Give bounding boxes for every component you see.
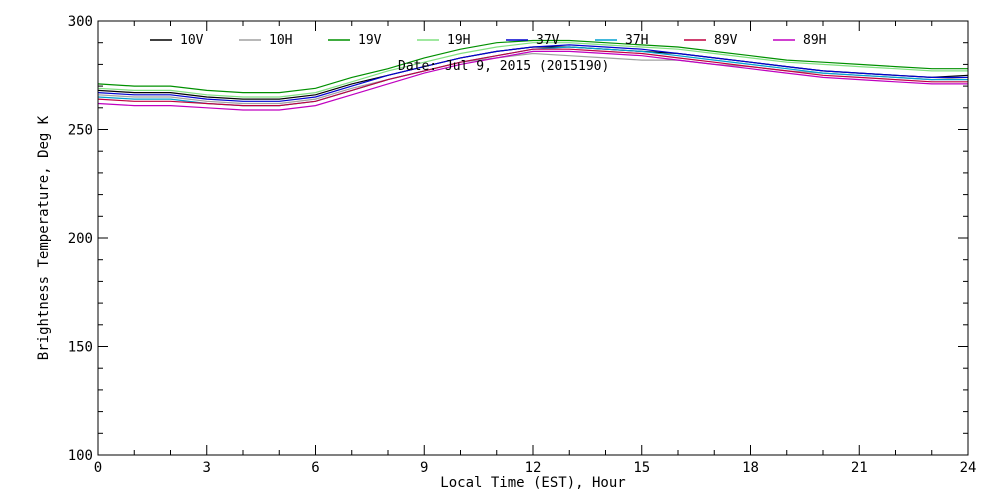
- y-tick-label: 250: [68, 123, 93, 139]
- y-tick-label: 100: [68, 448, 93, 464]
- x-tick-label: 6: [311, 460, 319, 476]
- series-layer: [97, 39, 969, 111]
- y-tick-label: 150: [68, 340, 93, 356]
- legend-label-37h: 37H: [625, 33, 648, 48]
- x-axis-label: Local Time (EST), Hour: [440, 475, 625, 491]
- legend-label-89v: 89V: [714, 33, 738, 48]
- x-tick-label: 24: [960, 460, 977, 476]
- ticks-layer: 0 3 6 9 12 15 18 21 24 100 150 200 250 300: [68, 14, 977, 476]
- x-tick-label: 12: [525, 460, 542, 476]
- legend-label-89h: 89H: [803, 33, 826, 48]
- legend-label-10h: 10H: [269, 33, 292, 48]
- series-line-19v: [97, 39, 968, 94]
- legend-layer: 10V 10H 19V 19H 37V 37H 89V 89H: [150, 33, 826, 48]
- series-line-89h: [97, 50, 968, 111]
- chart-title: Date: Jul 9, 2015 (2015190): [398, 59, 609, 74]
- series-line-19h: [97, 42, 968, 98]
- series-line-37v: [97, 44, 968, 102]
- x-tick-label: 18: [742, 460, 759, 476]
- legend-label-10v: 10V: [180, 33, 204, 48]
- legend-label-37v: 37V: [536, 33, 560, 48]
- series-line-89v: [97, 48, 968, 107]
- y-axis-label: Brightness Temperature, Deg K: [36, 115, 52, 360]
- legend-label-19h: 19H: [447, 33, 470, 48]
- legend-label-19v: 19V: [358, 33, 382, 48]
- x-tick-label: 3: [203, 460, 211, 476]
- x-tick-label: 9: [420, 460, 428, 476]
- y-tick-label: 300: [68, 14, 93, 30]
- plot-frame: [97, 20, 969, 456]
- x-tick-label: 0: [94, 460, 102, 476]
- x-tick-label: 21: [851, 460, 868, 476]
- x-tick-label: 15: [633, 460, 650, 476]
- y-tick-label: 200: [68, 231, 93, 247]
